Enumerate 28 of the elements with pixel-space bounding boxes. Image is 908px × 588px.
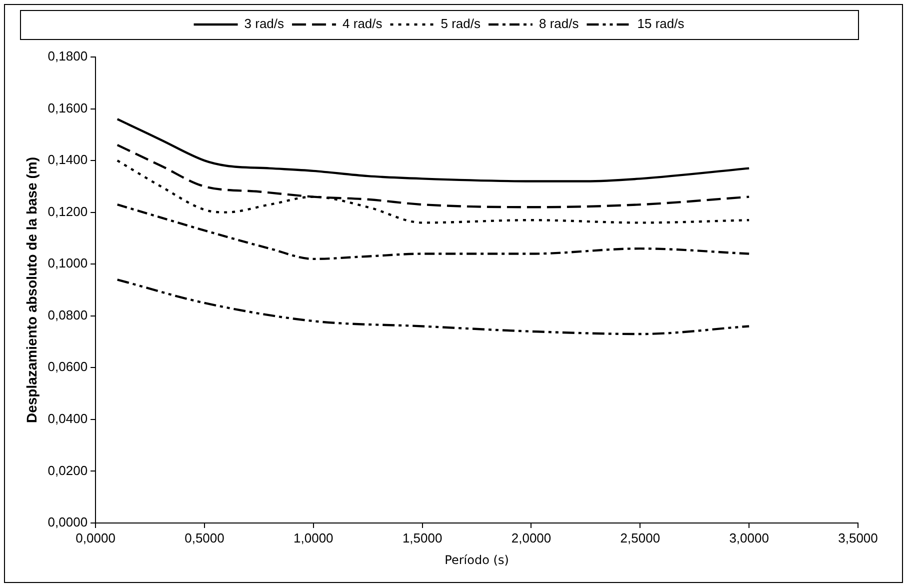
- y-tick-label: 0,0800: [48, 307, 88, 322]
- legend-label: 15 rad/s: [637, 16, 685, 32]
- x-tick-label: 1,5000: [402, 530, 442, 546]
- y-tick-label: 0,0600: [48, 359, 88, 374]
- y-tick-label: 0,1600: [48, 100, 88, 116]
- y-tick-label: 0,1200: [48, 204, 88, 219]
- y-tick-label: 0,0000: [48, 514, 88, 530]
- y-tick-label: 0,0200: [48, 462, 88, 478]
- legend-label: 3 rad/s: [244, 16, 285, 32]
- y-tick-label: 0,1000: [48, 256, 88, 271]
- x-tick-label: 3,5000: [838, 530, 878, 546]
- legend-label: 8 rad/s: [539, 16, 580, 32]
- x-tick-label: 1,0000: [294, 530, 334, 546]
- y-tick-label: 0,1800: [48, 48, 88, 64]
- x-tick-label: 3,0000: [729, 530, 769, 546]
- y-tick-label: 0,1400: [48, 152, 88, 168]
- x-tick-label: 0,0000: [76, 530, 116, 546]
- x-tick-label: 2,5000: [620, 530, 660, 546]
- x-tick-label: 0,5000: [184, 530, 224, 546]
- line-series: [116, 118, 750, 182]
- x-axis-title: Período (s): [444, 552, 509, 567]
- x-tick-label: 2,0000: [511, 530, 552, 546]
- legend-label: 4 rad/s: [342, 16, 383, 32]
- line-series: [116, 203, 750, 260]
- y-axis-title: Desplazamiento absoluto de la base (m): [23, 156, 40, 424]
- line-series: [116, 278, 750, 336]
- legend-label: 5 rad/s: [440, 16, 482, 32]
- y-tick-label: 0,0400: [48, 411, 88, 426]
